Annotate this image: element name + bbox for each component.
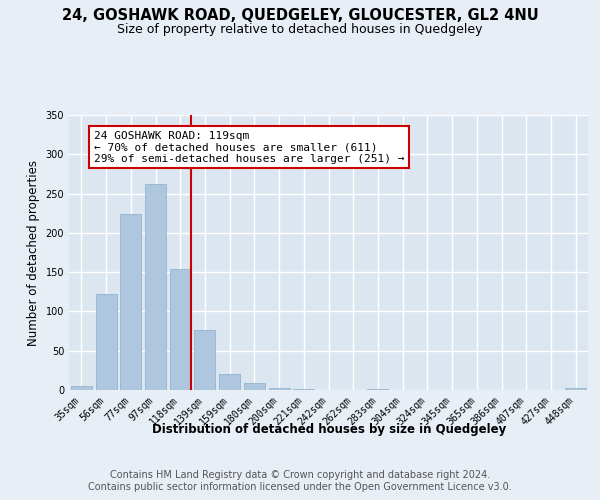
- Text: Contains HM Land Registry data © Crown copyright and database right 2024.
Contai: Contains HM Land Registry data © Crown c…: [88, 470, 512, 492]
- Bar: [565, 388, 586, 390]
- Bar: [120, 214, 141, 390]
- Bar: [145, 184, 166, 390]
- Bar: [269, 388, 290, 390]
- Text: 24 GOSHAWK ROAD: 119sqm
← 70% of detached houses are smaller (611)
29% of semi-d: 24 GOSHAWK ROAD: 119sqm ← 70% of detache…: [94, 130, 404, 164]
- Bar: [293, 389, 314, 390]
- Bar: [71, 386, 92, 390]
- Bar: [194, 330, 215, 390]
- Bar: [219, 374, 240, 390]
- Text: Distribution of detached houses by size in Quedgeley: Distribution of detached houses by size …: [152, 422, 506, 436]
- Y-axis label: Number of detached properties: Number of detached properties: [27, 160, 40, 346]
- Bar: [244, 383, 265, 390]
- Bar: [367, 389, 388, 390]
- Bar: [170, 269, 191, 390]
- Text: 24, GOSHAWK ROAD, QUEDGELEY, GLOUCESTER, GL2 4NU: 24, GOSHAWK ROAD, QUEDGELEY, GLOUCESTER,…: [62, 8, 538, 22]
- Text: Size of property relative to detached houses in Quedgeley: Size of property relative to detached ho…: [117, 22, 483, 36]
- Bar: [95, 294, 116, 390]
